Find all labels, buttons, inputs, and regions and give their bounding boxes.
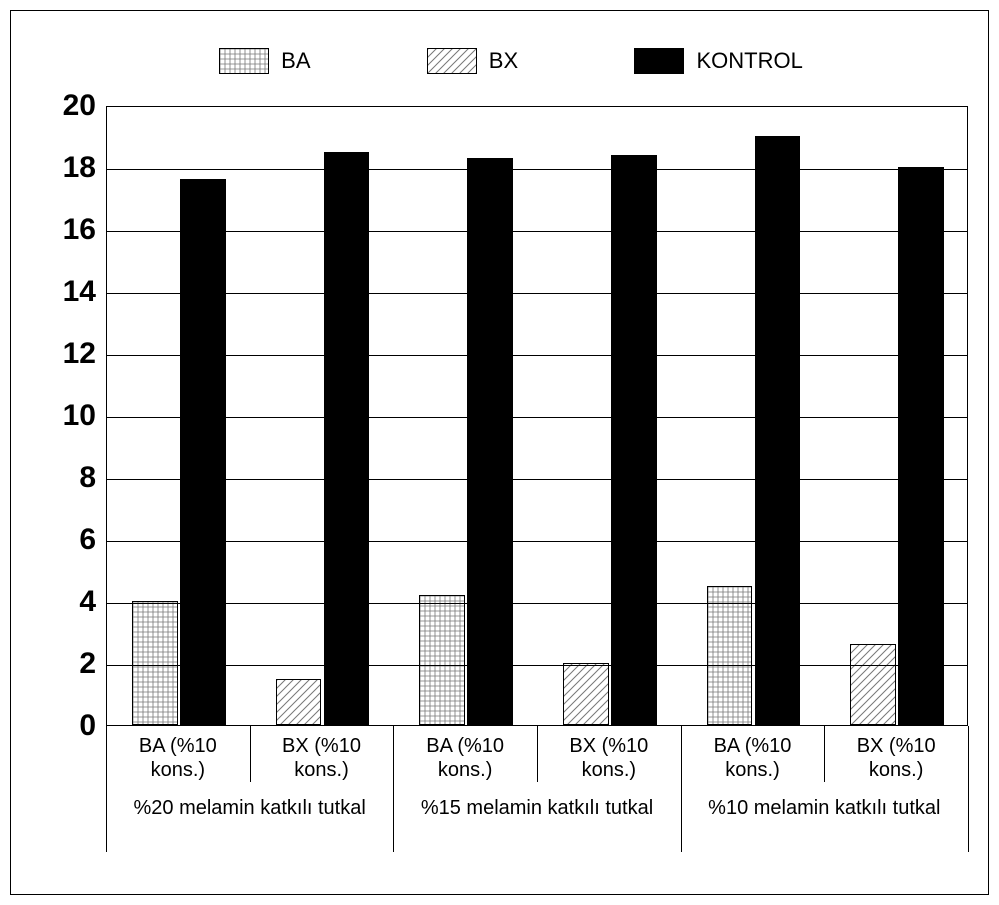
grid-line [107, 665, 967, 666]
bar-bx [563, 663, 609, 725]
x-axis: BA (%10kons.)BX (%10kons.)BA (%10kons.)B… [106, 726, 968, 886]
chart-frame: BA BX KONTROL 0 2 4 6 8 10 12 14 16 18 20 BA (%10k… [10, 10, 989, 895]
bar-kontrol [755, 136, 801, 725]
y-tick-label: 8 [26, 461, 96, 495]
x-subgroup-label: BX (%10kons.) [826, 734, 966, 782]
x-subgroup-label: BX (%10kons.) [252, 734, 392, 782]
y-tick-label: 18 [26, 151, 96, 185]
x-subgroup-label: BA (%10kons.) [683, 734, 823, 782]
bar-kontrol [324, 152, 370, 726]
grid-line [107, 417, 967, 418]
grid-line [107, 541, 967, 542]
y-tick-label: 16 [26, 213, 96, 247]
x-group-label: %10 melamin katkılı tutkal [684, 796, 964, 820]
y-tick-label: 0 [26, 709, 96, 743]
legend: BA BX KONTROL [161, 41, 861, 81]
bar-ba [419, 595, 465, 725]
x-subgroup-label: BA (%10kons.) [108, 734, 248, 782]
x-subgroup-label: BX (%10kons.) [539, 734, 679, 782]
y-tick-label: 20 [26, 89, 96, 123]
bar-ba [707, 586, 753, 726]
bars-layer [107, 107, 967, 725]
bar-bx [276, 679, 322, 726]
legend-label-bx: BX [489, 48, 518, 74]
x-subgroup-label: BA (%10kons.) [395, 734, 535, 782]
bar-kontrol [180, 179, 226, 725]
bar-bx [850, 644, 896, 725]
grid-line [107, 169, 967, 170]
bar-kontrol [467, 158, 513, 725]
plot-area [106, 106, 968, 726]
axis-edge [106, 726, 107, 852]
group-separator [681, 726, 682, 852]
subgroup-separator [537, 726, 538, 782]
legend-swatch-bx [427, 48, 477, 74]
grid-line [107, 293, 967, 294]
y-tick-label: 4 [26, 585, 96, 619]
legend-item-ba: BA [219, 48, 310, 74]
x-group-label: %15 melamin katkılı tutkal [397, 796, 677, 820]
grid-line [107, 355, 967, 356]
y-tick-label: 6 [26, 523, 96, 557]
y-tick-label: 14 [26, 275, 96, 309]
y-tick-label: 2 [26, 647, 96, 681]
legend-swatch-ba [219, 48, 269, 74]
bar-kontrol [611, 155, 657, 725]
legend-swatch-kontrol [634, 48, 684, 74]
subgroup-separator [824, 726, 825, 782]
subgroup-separator [250, 726, 251, 782]
bar-kontrol [898, 167, 944, 725]
group-separator [393, 726, 394, 852]
grid-line [107, 231, 967, 232]
legend-item-bx: BX [427, 48, 518, 74]
legend-item-kontrol: KONTROL [634, 48, 802, 74]
legend-label-ba: BA [281, 48, 310, 74]
axis-edge [968, 726, 969, 852]
bar-ba [132, 601, 178, 725]
y-tick-label: 12 [26, 337, 96, 371]
legend-label-kontrol: KONTROL [696, 48, 802, 74]
grid-line [107, 479, 967, 480]
grid-line [107, 603, 967, 604]
y-tick-label: 10 [26, 399, 96, 433]
x-group-label: %20 melamin katkılı tutkal [110, 796, 390, 820]
